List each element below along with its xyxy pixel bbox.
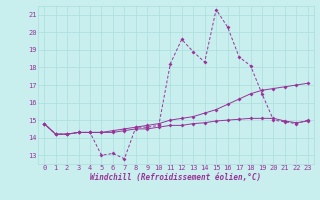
X-axis label: Windchill (Refroidissement éolien,°C): Windchill (Refroidissement éolien,°C): [91, 173, 261, 182]
